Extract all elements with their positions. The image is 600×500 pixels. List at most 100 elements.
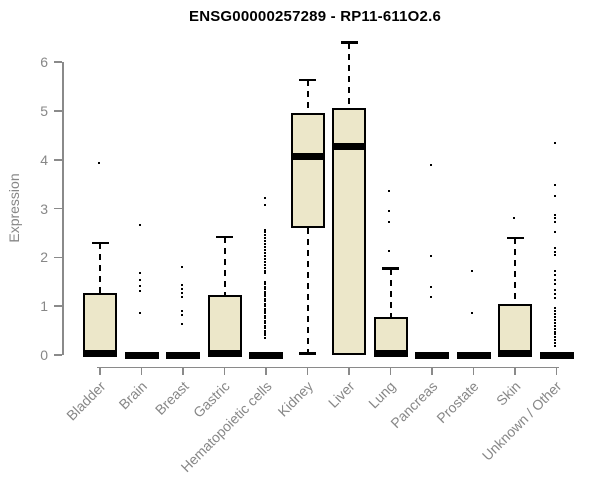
whisker-cap-lower: [299, 352, 316, 355]
y-tick-label: 4: [40, 151, 48, 168]
x-axis-tick: [223, 366, 226, 375]
outlier-point: [263, 280, 266, 283]
outlier-point: [263, 257, 266, 260]
whisker-line-upper: [223, 236, 226, 295]
whisker-line-lower: [306, 228, 309, 354]
outlier-point: [263, 324, 266, 327]
outlier-point: [263, 292, 266, 295]
outlier-point: [263, 327, 266, 330]
outlier-point: [263, 288, 266, 291]
x-tick-label-text: Breast: [151, 378, 192, 418]
outlier-point: [180, 288, 183, 291]
outlier-point: [554, 312, 556, 315]
outlier-point: [554, 250, 556, 253]
whisker-cap-upper: [299, 78, 316, 82]
outlier-point: [180, 291, 183, 294]
outlier-point: [263, 317, 266, 320]
outlier-point: [263, 322, 266, 325]
outlier-point: [263, 334, 266, 337]
box-iqr: [373, 316, 408, 355]
outlier-point: [263, 336, 266, 339]
outlier-point: [554, 217, 556, 220]
x-tick-label-text: Lung: [365, 378, 399, 412]
outlier-point: [554, 220, 556, 223]
x-tick-label-text: Prostate: [433, 378, 482, 427]
outlier-point: [554, 273, 556, 276]
x-axis-tick: [555, 366, 558, 375]
outlier-point: [429, 254, 432, 257]
y-axis-tick: [54, 207, 62, 210]
outlier-point: [263, 319, 266, 322]
outlier-point: [554, 333, 556, 336]
y-tick-label: 6: [40, 54, 48, 71]
outlier-point: [263, 249, 266, 252]
x-axis-tick: [182, 366, 184, 375]
outlier-point: [554, 292, 556, 295]
outlier-point: [554, 321, 556, 324]
outlier-point: [180, 323, 183, 326]
outlier-point: [139, 279, 141, 282]
outlier-point: [263, 251, 266, 254]
x-tick-label-text: Bladder: [62, 378, 109, 424]
outlier-point: [263, 302, 266, 305]
outlier-point: [139, 272, 141, 275]
outlier-point: [388, 190, 390, 193]
median-line: [124, 351, 159, 359]
x-tick-label-text: Kidney: [274, 378, 316, 420]
outlier-point: [263, 285, 266, 288]
outlier-point: [554, 342, 556, 345]
outlier-point: [429, 296, 432, 299]
outlier-point: [388, 250, 390, 253]
outlier-point: [180, 310, 183, 313]
median-line: [498, 349, 532, 357]
whisker-line-upper: [389, 268, 392, 317]
x-axis-tick: [431, 366, 433, 375]
outlier-point: [554, 270, 556, 273]
outlier-point: [263, 283, 266, 286]
median-line: [415, 351, 449, 359]
outlier-point: [554, 213, 556, 216]
outlier-point: [263, 305, 266, 308]
outlier-point: [388, 210, 390, 212]
whisker-line-upper: [348, 42, 350, 109]
median-line: [332, 142, 366, 150]
outlier-point: [554, 310, 556, 313]
outlier-point: [180, 266, 183, 269]
y-axis-line: [62, 62, 64, 355]
outlier-point: [554, 315, 556, 318]
outlier-point: [139, 311, 141, 314]
whisker-cap-upper: [340, 41, 358, 44]
median-line: [207, 349, 242, 357]
outlier-point: [471, 270, 473, 273]
y-tick-label: 1: [40, 298, 48, 315]
outlier-point: [263, 290, 266, 293]
box-iqr: [290, 112, 325, 229]
whisker-line-upper: [306, 79, 309, 113]
box-iqr: [83, 293, 117, 355]
outlier-point: [263, 314, 266, 317]
outlier-point: [180, 314, 183, 317]
y-tick-label: 0: [40, 347, 48, 363]
outlier-point: [554, 318, 556, 321]
outlier-point: [554, 296, 556, 299]
x-tick-label-text: Liver: [324, 378, 358, 411]
outlier-point: [263, 295, 266, 298]
x-tick-label-text: Skin: [492, 378, 524, 409]
outlier-point: [263, 196, 266, 199]
outlier-point: [554, 282, 556, 285]
outlier-point: [554, 253, 556, 256]
outlier-point: [263, 254, 266, 257]
outlier-point: [263, 243, 266, 246]
whisker-cap-upper: [506, 236, 524, 240]
box-iqr: [207, 294, 242, 355]
outlier-point: [263, 310, 266, 313]
outlier-point: [554, 336, 556, 339]
y-tick-label: 3: [40, 200, 48, 217]
y-tick-label: 2: [40, 249, 48, 266]
outlier-point: [554, 288, 556, 291]
outlier-point: [263, 237, 266, 240]
outlier-point: [554, 231, 556, 234]
outlier-point: [554, 327, 556, 330]
outlier-point: [180, 284, 183, 287]
